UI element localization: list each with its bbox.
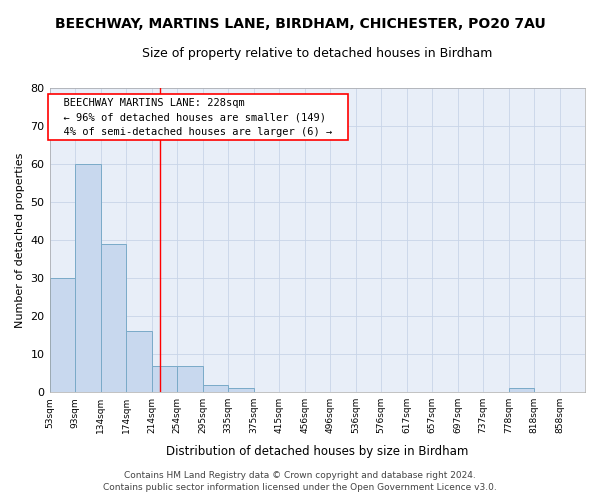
Bar (75, 164, 101, 392)
Bar (228, 388, 254, 392)
Text: BEECHWAY MARTINS LANE: 228sqm  
  ← 96% of detached houses are smaller (149)  
 : BEECHWAY MARTINS LANE: 228sqm ← 96% of d… (51, 98, 344, 137)
X-axis label: Distribution of detached houses by size in Birdham: Distribution of detached houses by size … (166, 444, 469, 458)
Bar (152, 366, 177, 392)
Bar (101, 244, 126, 392)
Title: Size of property relative to detached houses in Birdham: Size of property relative to detached ho… (142, 48, 493, 60)
Text: BEECHWAY, MARTINS LANE, BIRDHAM, CHICHESTER, PO20 7AU: BEECHWAY, MARTINS LANE, BIRDHAM, CHICHES… (55, 18, 545, 32)
Bar (203, 384, 228, 392)
Y-axis label: Number of detached properties: Number of detached properties (15, 152, 25, 328)
Bar (509, 388, 535, 392)
Text: Contains HM Land Registry data © Crown copyright and database right 2024.
Contai: Contains HM Land Registry data © Crown c… (103, 471, 497, 492)
Bar (50, 278, 75, 392)
Bar (177, 366, 203, 392)
Bar (126, 332, 152, 392)
